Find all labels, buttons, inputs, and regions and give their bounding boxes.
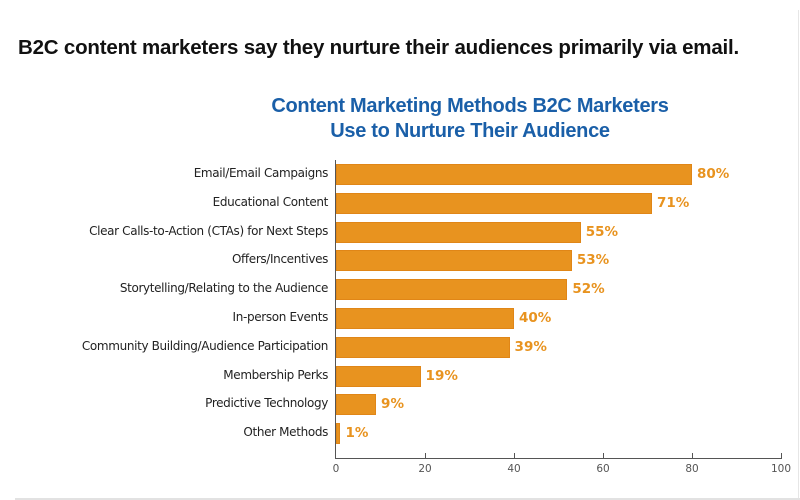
bar (336, 365, 421, 387)
category-label: Predictive Technology (205, 396, 328, 411)
bar (336, 164, 692, 185)
x-axis-tick-label: 80 (685, 463, 699, 475)
x-axis-tick-label: 60 (596, 463, 610, 475)
x-axis-tick-label: 100 (770, 463, 792, 475)
x-axis-tick-label: 20 (418, 463, 432, 475)
value-label: 71% (656, 194, 690, 211)
category-label: Membership Perks (223, 367, 328, 382)
bar (336, 279, 568, 301)
x-axis-tick-label: 0 (332, 463, 340, 475)
x-axis-tick (514, 453, 515, 458)
category-label: Offers/Incentives (231, 252, 328, 267)
bar (336, 192, 652, 214)
chart-title-line-2: Use to Nurture Their Audience (330, 120, 610, 142)
x-axis-tick (781, 453, 782, 458)
category-label: Clear Calls-to-Action (CTAs) for Next St… (89, 223, 328, 238)
x-axis-tick-label: 40 (507, 463, 521, 475)
value-label: 52% (572, 281, 605, 298)
value-label: 80% (697, 166, 730, 182)
category-label: Community Building/Audience Participatio… (81, 338, 328, 353)
value-label: 53% (576, 252, 610, 269)
bar (336, 394, 377, 416)
value-label: 55% (585, 223, 619, 240)
x-axis-tick (692, 453, 693, 458)
value-label: 1% (345, 425, 369, 442)
bar (336, 250, 572, 272)
bar (336, 221, 581, 243)
value-label: 19% (425, 367, 458, 384)
category-label: Educational Content (212, 194, 329, 209)
value-label: 39% (514, 338, 547, 355)
value-label: 40% (519, 310, 552, 326)
bar (336, 423, 341, 445)
chart-title-line-1: Content Marketing Methods B2C Marketers (271, 95, 669, 117)
x-axis-tick (425, 453, 426, 458)
frame-border-bottom (15, 498, 800, 500)
frame-border-right (798, 10, 799, 500)
category-label: Storytelling/Relating to the Audience (119, 281, 329, 296)
category-label: Other Methods (243, 425, 328, 440)
chart-title: Content Marketing Methods B2C Marketers … (230, 94, 710, 144)
bar (336, 336, 510, 358)
category-label: In-person Events (232, 310, 329, 324)
headline: B2C content marketers say they nurture t… (18, 36, 740, 59)
category-label: Email/Email Campaigns (193, 166, 329, 180)
value-label: 9% (381, 396, 404, 413)
x-axis-tick (603, 453, 604, 458)
x-axis-line (335, 458, 782, 459)
y-axis-line (335, 160, 336, 459)
bar (336, 308, 514, 329)
